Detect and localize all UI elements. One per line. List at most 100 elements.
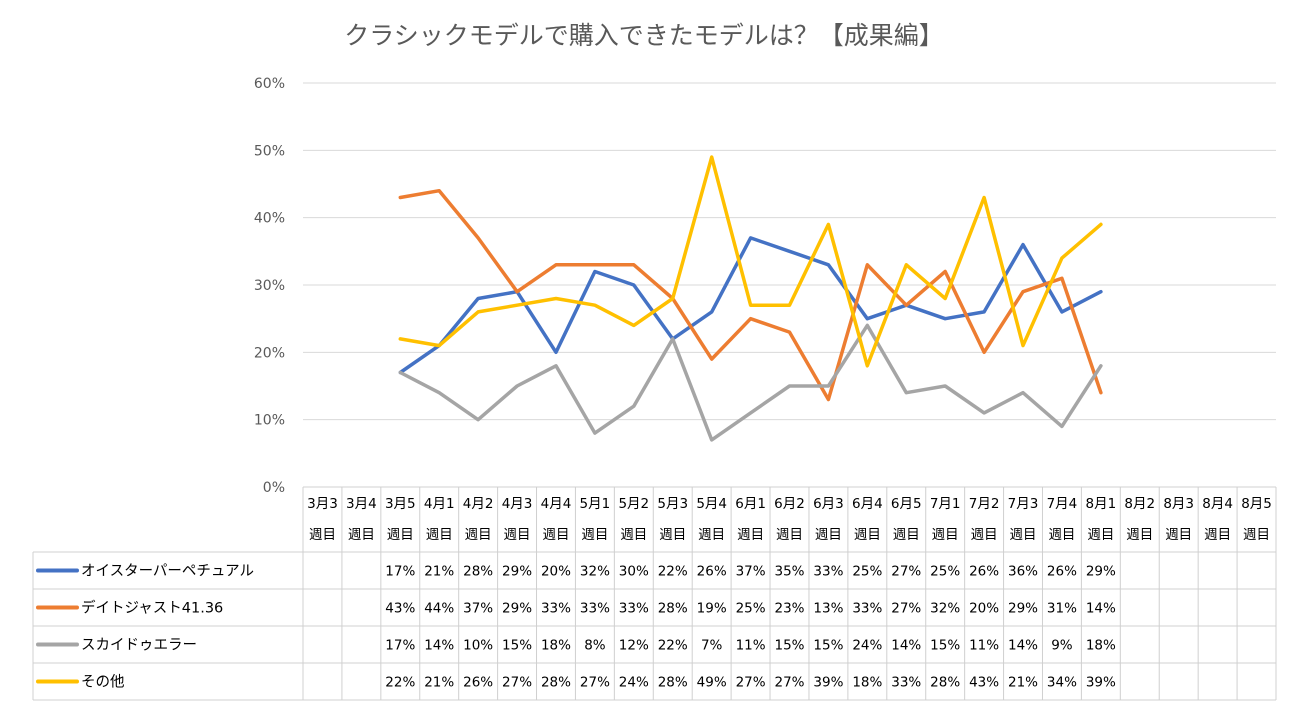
x-tick-label: 5月3 bbox=[657, 496, 688, 512]
x-tick-label: 週目 bbox=[309, 527, 336, 543]
x-tick-label: 5月4 bbox=[696, 496, 727, 512]
table-cell-value: 18% bbox=[852, 675, 882, 691]
table-cell-value: 37% bbox=[736, 564, 766, 580]
table-cell-value: 14% bbox=[424, 638, 454, 654]
table-cell-value: 33% bbox=[580, 601, 610, 617]
x-tick-label: 週目 bbox=[542, 527, 569, 543]
x-tick-label: 週目 bbox=[620, 527, 647, 543]
table-cell-value: 14% bbox=[1008, 638, 1038, 654]
table-cell-value: 28% bbox=[930, 675, 960, 691]
table-cell-value: 26% bbox=[1047, 564, 1077, 580]
table-cell-value: 25% bbox=[852, 564, 882, 580]
table-cell-value: 11% bbox=[736, 638, 766, 654]
table-cell-value: 32% bbox=[930, 601, 960, 617]
x-tick-label: 週目 bbox=[932, 527, 959, 543]
table-cell-value: 29% bbox=[1008, 601, 1038, 617]
table-cell-value: 18% bbox=[541, 638, 571, 654]
x-tick-label: 7月2 bbox=[969, 496, 1000, 512]
x-tick-label: 週目 bbox=[1126, 527, 1153, 543]
table-cell-value: 24% bbox=[852, 638, 882, 654]
series-lines bbox=[398, 155, 1103, 442]
table-cell-value: 43% bbox=[385, 601, 415, 617]
x-tick-label: 週目 bbox=[1243, 527, 1270, 543]
table-cell-value: 17% bbox=[385, 638, 415, 654]
table-cell-value: 15% bbox=[774, 638, 804, 654]
table-cell-value: 10% bbox=[463, 638, 493, 654]
x-tick-label: 6月4 bbox=[852, 496, 883, 512]
table-cell-value: 35% bbox=[774, 564, 804, 580]
table-cell-value: 36% bbox=[1008, 564, 1038, 580]
table-cell-value: 43% bbox=[969, 675, 999, 691]
table-cell-value: 20% bbox=[969, 601, 999, 617]
x-tick-label: 3月4 bbox=[346, 496, 377, 512]
data-table: 3月3 週目 3月4 週目 3月5 週目 4月1 週目 4月2 週目 4月3 週目 4月4 週目 5月1 週目… bbox=[32, 486, 1277, 701]
x-tick-label: 6月3 bbox=[813, 496, 844, 512]
table-cell-value: 27% bbox=[774, 675, 804, 691]
x-tick-label: 5月2 bbox=[618, 496, 649, 512]
table-cell-value: 27% bbox=[891, 564, 921, 580]
table-cell-value: 25% bbox=[736, 601, 766, 617]
legend-label: その他 bbox=[81, 674, 125, 691]
table-cell-value: 26% bbox=[697, 564, 727, 580]
x-tick-label: 3月3 bbox=[307, 496, 338, 512]
x-tick-label: 5月1 bbox=[580, 496, 611, 512]
table-cell-value: 28% bbox=[658, 601, 688, 617]
x-tick-label: 週目 bbox=[1165, 527, 1192, 543]
table-cell-value: 33% bbox=[852, 601, 882, 617]
x-tick-label: 週目 bbox=[1087, 527, 1114, 543]
table-cell-value: 29% bbox=[1086, 564, 1116, 580]
table-cell-value: 27% bbox=[736, 675, 766, 691]
table-cell-value: 32% bbox=[580, 564, 610, 580]
y-tick-label: 10% bbox=[254, 413, 285, 429]
x-tick-label: 週目 bbox=[815, 527, 842, 543]
table-cell-value: 22% bbox=[658, 564, 688, 580]
x-tick-label: 6月2 bbox=[774, 496, 805, 512]
table-cell-value: 39% bbox=[813, 675, 843, 691]
y-tick-label: 30% bbox=[254, 278, 285, 294]
table-cell-value: 11% bbox=[969, 638, 999, 654]
x-tick-label: 8月4 bbox=[1202, 496, 1233, 512]
table-cell-value: 33% bbox=[891, 675, 921, 691]
table-cell-value: 21% bbox=[1008, 675, 1038, 691]
table-cell-value: 13% bbox=[813, 601, 843, 617]
table-cell-value: 27% bbox=[502, 675, 532, 691]
table-cell-value: 49% bbox=[697, 675, 727, 691]
series-line bbox=[398, 155, 1103, 368]
table-cell-value: 17% bbox=[385, 564, 415, 580]
table-cell-value: 7% bbox=[701, 638, 723, 654]
table-cell-value: 21% bbox=[424, 675, 454, 691]
x-tick-label: 週目 bbox=[1010, 527, 1037, 543]
x-tick-label: 週目 bbox=[659, 527, 686, 543]
table-cell-value: 25% bbox=[930, 564, 960, 580]
table-cell-value: 33% bbox=[619, 601, 649, 617]
table-cell-value: 21% bbox=[424, 564, 454, 580]
x-tick-label: 8月3 bbox=[1163, 496, 1194, 512]
x-tick-label: 週目 bbox=[893, 527, 920, 543]
y-tick-label: 40% bbox=[254, 211, 285, 227]
y-tick-label: 50% bbox=[254, 143, 285, 159]
y-tick-label: 20% bbox=[254, 345, 285, 361]
table-cell-value: 15% bbox=[813, 638, 843, 654]
table-cell-value: 37% bbox=[463, 601, 493, 617]
x-tick-label: 週目 bbox=[348, 527, 375, 543]
table-cell-value: 22% bbox=[385, 675, 415, 691]
table-cell-value: 34% bbox=[1047, 675, 1077, 691]
gridlines bbox=[303, 82, 1276, 421]
x-tick-label: 週目 bbox=[465, 527, 492, 543]
x-tick-label: 週目 bbox=[504, 527, 531, 543]
x-tick-label: 4月2 bbox=[463, 496, 494, 512]
table-cell-value: 27% bbox=[580, 675, 610, 691]
table-cell-value: 28% bbox=[541, 675, 571, 691]
x-tick-label: 3月5 bbox=[385, 496, 416, 512]
y-axis-ticks: 0% 10% 20% 30% 40% 50% 60% bbox=[254, 76, 285, 496]
x-tick-label: 8月5 bbox=[1241, 496, 1272, 512]
table-cell-value: 28% bbox=[658, 675, 688, 691]
table-cell-value: 23% bbox=[774, 601, 804, 617]
table-cell-value: 26% bbox=[463, 675, 493, 691]
table-cell-value: 14% bbox=[891, 638, 921, 654]
series-line bbox=[398, 323, 1103, 442]
table-cell-value: 29% bbox=[502, 564, 532, 580]
table-cell-value: 19% bbox=[697, 601, 727, 617]
x-tick-label: 週目 bbox=[698, 527, 725, 543]
